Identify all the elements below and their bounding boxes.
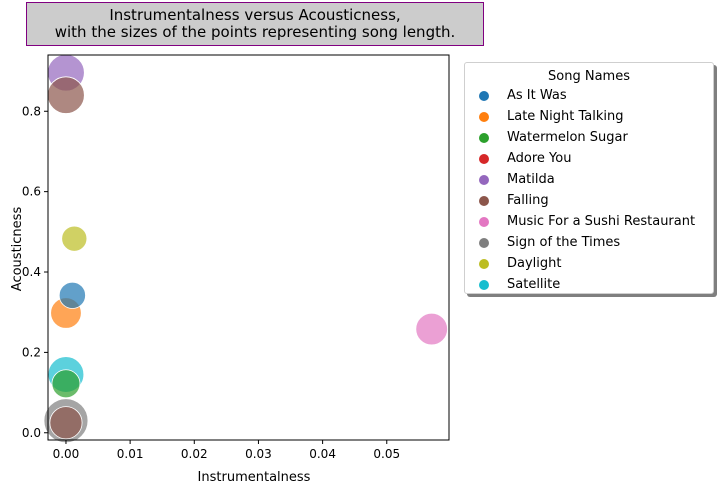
y-tick-label: 0.4 — [22, 265, 41, 279]
y-axis-label: Acousticness — [10, 207, 25, 292]
plot-frame — [47, 54, 450, 441]
legend-item: Sign of the Times — [465, 232, 713, 253]
legend-marker — [479, 111, 489, 122]
data-point — [47, 76, 85, 114]
legend-label: Falling — [507, 193, 549, 208]
data-point — [49, 406, 83, 440]
chart-title: Instrumentalness versus Acousticness, wi… — [26, 2, 484, 46]
legend-marker — [479, 258, 489, 269]
legend-marker — [479, 132, 489, 143]
x-tick-label: 0.03 — [245, 447, 272, 461]
legend-item: Watermelon Sugar — [465, 127, 713, 148]
legend-item: Adore You — [465, 148, 713, 169]
legend-marker — [479, 237, 489, 248]
data-point — [61, 225, 88, 252]
data-point — [415, 312, 448, 346]
x-tick-label: 0.02 — [181, 447, 208, 461]
legend-label: Sign of the Times — [507, 235, 621, 250]
legend-items: As It Was Late Night Talking Watermelon Su… — [465, 85, 713, 295]
legend-label: As It Was — [507, 88, 567, 103]
legend: Song Names As It Was Late Night Talking Wa… — [464, 62, 714, 294]
legend-marker — [479, 216, 489, 227]
legend-label: Daylight — [507, 256, 562, 271]
legend-item: Matilda — [465, 169, 713, 190]
legend-label: Late Night Talking — [507, 109, 624, 124]
legend-item: Falling — [465, 190, 713, 211]
legend-label: Music For a Sushi Restaurant — [507, 214, 696, 229]
legend-marker — [479, 153, 489, 164]
legend-item: Satellite — [465, 274, 713, 295]
x-tick-label: 0.05 — [373, 447, 400, 461]
y-tick-label: 0.6 — [22, 185, 41, 199]
points-layer — [43, 53, 448, 444]
x-tick-label: 0.01 — [117, 447, 144, 461]
legend-label: Watermelon Sugar — [507, 130, 628, 145]
legend-marker — [479, 174, 489, 185]
legend-marker — [479, 90, 489, 101]
legend-item: Music For a Sushi Restaurant — [465, 211, 713, 232]
data-point — [51, 369, 81, 399]
chart-title-line-2: with the sizes of the points representin… — [54, 23, 456, 41]
legend-marker — [479, 279, 489, 290]
x-axis-label: Instrumentalness — [198, 470, 311, 485]
x-tick-label: 0.04 — [309, 447, 336, 461]
legend-item: Daylight — [465, 253, 713, 274]
y-tick-label: 0.2 — [22, 345, 41, 359]
x-tick-label: 0.00 — [53, 447, 80, 461]
legend-label: Satellite — [507, 277, 561, 292]
data-point — [58, 281, 86, 309]
legend-title: Song Names — [548, 69, 630, 84]
legend-label: Adore You — [507, 151, 572, 166]
y-tick-label: 0.0 — [22, 426, 41, 440]
legend-item: As It Was — [465, 85, 713, 106]
y-tick-label: 0.8 — [22, 104, 41, 118]
chart-title-line-1: Instrumentalness versus Acousticness, — [109, 6, 401, 24]
legend-marker — [479, 195, 489, 206]
legend-label: Matilda — [507, 172, 555, 187]
legend-item: Late Night Talking — [465, 106, 713, 127]
axes-layer: 0.00 0.01 0.02 0.03 0.04 0.05 0.0 0.2 0.4 0.6 0.8 — [22, 54, 450, 461]
